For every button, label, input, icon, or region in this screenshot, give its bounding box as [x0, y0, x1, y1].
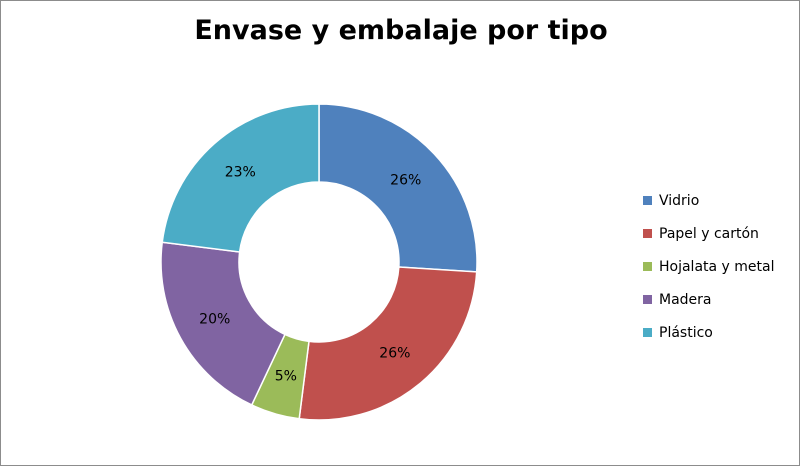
legend-label: Vidrio: [659, 192, 700, 209]
data-label: 20%: [199, 311, 230, 327]
legend-label: Papel y cartón: [659, 225, 759, 242]
slice-vidrio: [318, 103, 478, 273]
chart-title: Envase y embalaje por tipo: [194, 15, 608, 46]
legend-swatch: [643, 328, 652, 337]
legend-swatch: [643, 295, 652, 304]
legend-label: Plástico: [659, 324, 713, 341]
legend-swatch: [643, 229, 652, 238]
data-label: 23%: [225, 165, 256, 181]
slice-madera: [160, 241, 286, 406]
slice-plástico: [161, 103, 320, 253]
legend-item: Plástico: [643, 316, 775, 349]
slice-papel-y-cartón: [298, 266, 478, 421]
legend-swatch: [643, 262, 652, 271]
legend-label: Hojalata y metal: [659, 258, 775, 275]
legend-item: Madera: [643, 283, 775, 316]
legend-swatch: [643, 196, 652, 205]
data-label: 26%: [379, 346, 410, 362]
chart-legend: Vidrio Papel y cartón Hojalata y metal Made…: [643, 184, 775, 349]
legend-label: Madera: [659, 291, 712, 308]
legend-item: Vidrio: [643, 184, 775, 217]
legend-item: Hojalata y metal: [643, 250, 775, 283]
legend-item: Papel y cartón: [643, 217, 775, 250]
data-label: 5%: [275, 368, 297, 384]
data-label: 26%: [390, 173, 421, 189]
